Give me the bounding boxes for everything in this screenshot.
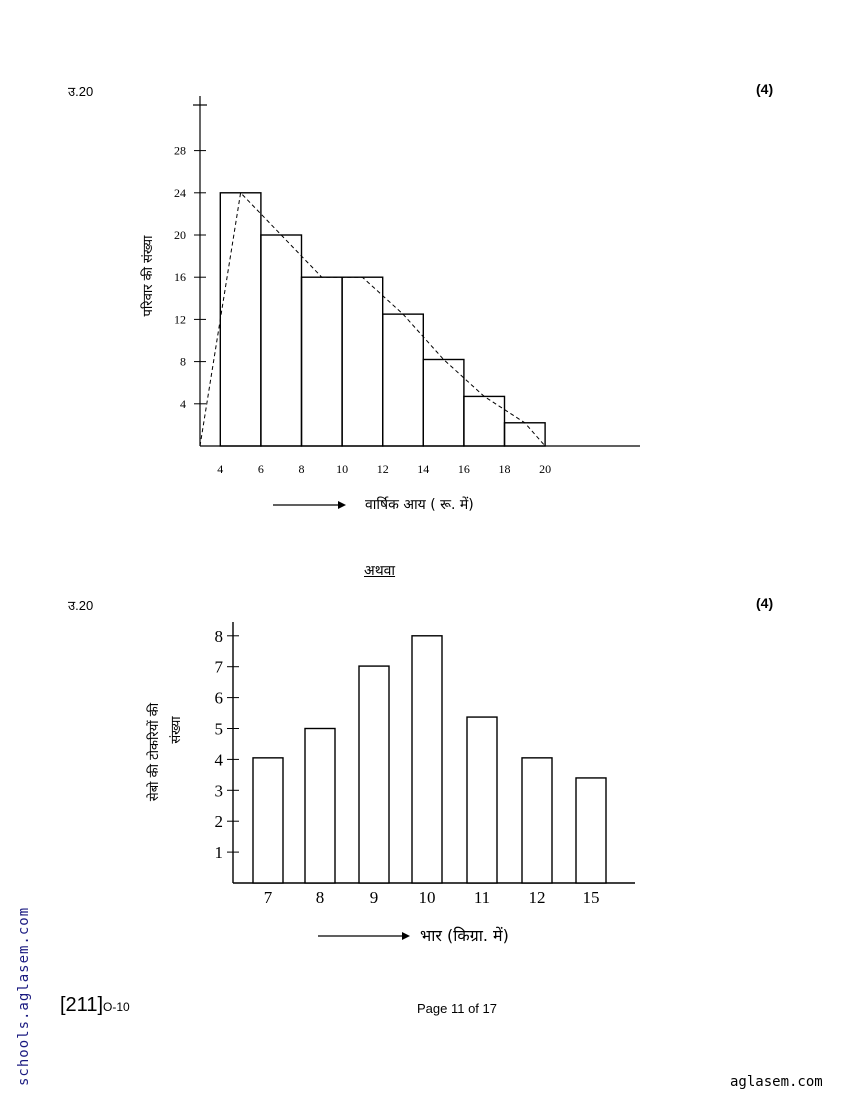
page-number: Page 11 of 17 [417,1001,497,1016]
x-tick-label: 4 [217,462,223,476]
y-tick-label-2: 3 [215,781,224,800]
y-tick-label: 8 [180,355,186,369]
x-tick-label-2: 8 [316,888,325,907]
x-tick-label: 10 [336,462,348,476]
histogram-bar [382,313,425,447]
bottom-watermark: aglasem.com [730,1074,823,1090]
y-tick-label-2: 6 [215,689,224,708]
x-tick-label-2: 7 [264,888,273,907]
y-tick-label-2: 8 [215,627,224,646]
x-tick-label-2: 15 [583,888,600,907]
bar [466,716,498,884]
y-tick-label: 28 [174,144,186,158]
question-label: उ.20 [68,84,94,99]
y-tick-label: 12 [174,312,186,326]
histogram-bar [219,192,262,447]
bar [521,757,553,884]
x-tick-label-2: 12 [529,888,546,907]
paper-code-suffix: O-10 [103,1000,130,1014]
bar [358,665,390,884]
paper-code-main: [211] [60,994,103,1016]
marks-label-2: (4) [756,595,774,611]
question-label-2: उ.20 [68,598,94,613]
histogram-bar [503,422,546,447]
x-axis-label-2: भार (किग्रा. में) [420,926,509,945]
y-axis-label-line1: सेबो की टोकरियों की [146,702,162,801]
x-tick-label: 18 [499,462,511,476]
y-axis-label: परिवार की संख्या [140,235,156,317]
x-tick-label: 20 [539,462,551,476]
y-tick-label: 20 [174,228,186,242]
arrow-head [338,501,346,509]
y-tick-label: 24 [174,186,186,200]
x-axis-label: वार्षिक आय ( रू. में) [365,496,474,513]
side-watermark: schools.aglasem.com [16,906,32,1086]
histogram-bar [260,234,303,447]
bar [304,727,336,884]
x-tick-label-2: 9 [370,888,379,907]
x-tick-label: 16 [458,462,470,476]
paper-code: [211]O-10 [60,994,130,1017]
x-tick-label: 6 [258,462,264,476]
histogram-bar [341,276,384,447]
marks-label: (4) [756,81,774,97]
x-tick-label: 14 [417,462,429,476]
x-tick-label-2: 11 [474,888,490,907]
or-separator: अथवा [364,563,396,579]
y-tick-label-2: 7 [215,658,224,677]
y-tick-label-2: 5 [215,720,224,739]
x-tick-label: 8 [299,462,305,476]
bar [252,757,284,884]
arrow-head-2 [402,932,410,940]
frequency-polygon [199,191,546,447]
bar [575,777,607,884]
y-tick-label-2: 4 [215,750,224,769]
y-tick-label-2: 2 [215,812,224,831]
histogram-bar [300,276,343,447]
y-axis-label-line2: संख्या [169,716,184,744]
x-tick-label-2: 10 [419,888,436,907]
bar [411,635,443,884]
y-tick-label-2: 1 [215,843,224,862]
y-tick-label: 16 [174,270,186,284]
histogram-chart: 4 8 12 16 20 24 28 4 6 8 10 12 14 16 18 20 परिवार की सं… [140,96,640,513]
y-tick-label: 4 [180,397,186,411]
x-tick-label: 12 [377,462,389,476]
histogram-bar [463,395,506,447]
